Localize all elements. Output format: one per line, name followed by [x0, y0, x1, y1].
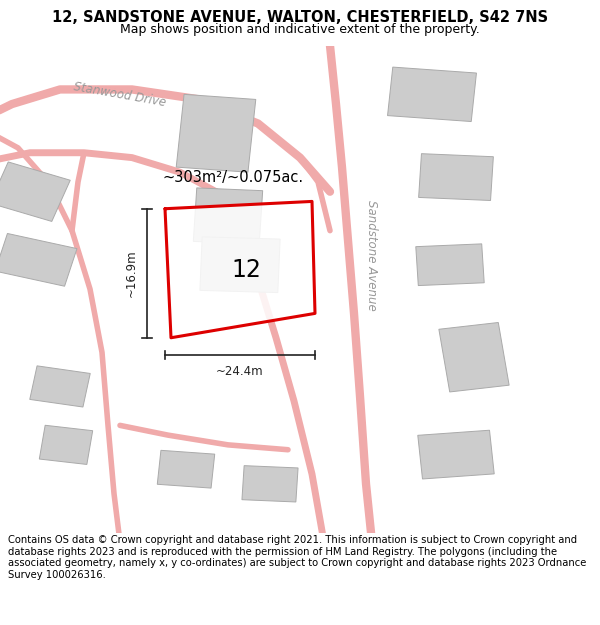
Bar: [40, 425, 92, 464]
Text: Map shows position and indicative extent of the property.: Map shows position and indicative extent…: [120, 22, 480, 36]
Bar: [418, 430, 494, 479]
Bar: [242, 466, 298, 502]
Text: Contains OS data © Crown copyright and database right 2021. This information is : Contains OS data © Crown copyright and d…: [8, 535, 586, 580]
Text: 12: 12: [231, 258, 261, 282]
Bar: [200, 237, 280, 292]
Bar: [419, 154, 493, 201]
Text: Stanwood Drive: Stanwood Drive: [73, 80, 167, 109]
Text: Sandstone Avenue: Sandstone Avenue: [365, 199, 379, 311]
Bar: [0, 234, 77, 286]
Bar: [193, 188, 263, 244]
Bar: [176, 94, 256, 172]
Text: ~303m²/~0.075ac.: ~303m²/~0.075ac.: [162, 169, 303, 184]
Bar: [157, 451, 215, 488]
Text: ~24.4m: ~24.4m: [216, 364, 264, 378]
Bar: [439, 322, 509, 392]
Text: ~16.9m: ~16.9m: [125, 249, 138, 297]
Bar: [0, 162, 70, 221]
Bar: [30, 366, 90, 407]
Bar: [388, 67, 476, 121]
Bar: [416, 244, 484, 286]
Polygon shape: [165, 201, 315, 338]
Text: 12, SANDSTONE AVENUE, WALTON, CHESTERFIELD, S42 7NS: 12, SANDSTONE AVENUE, WALTON, CHESTERFIE…: [52, 10, 548, 25]
